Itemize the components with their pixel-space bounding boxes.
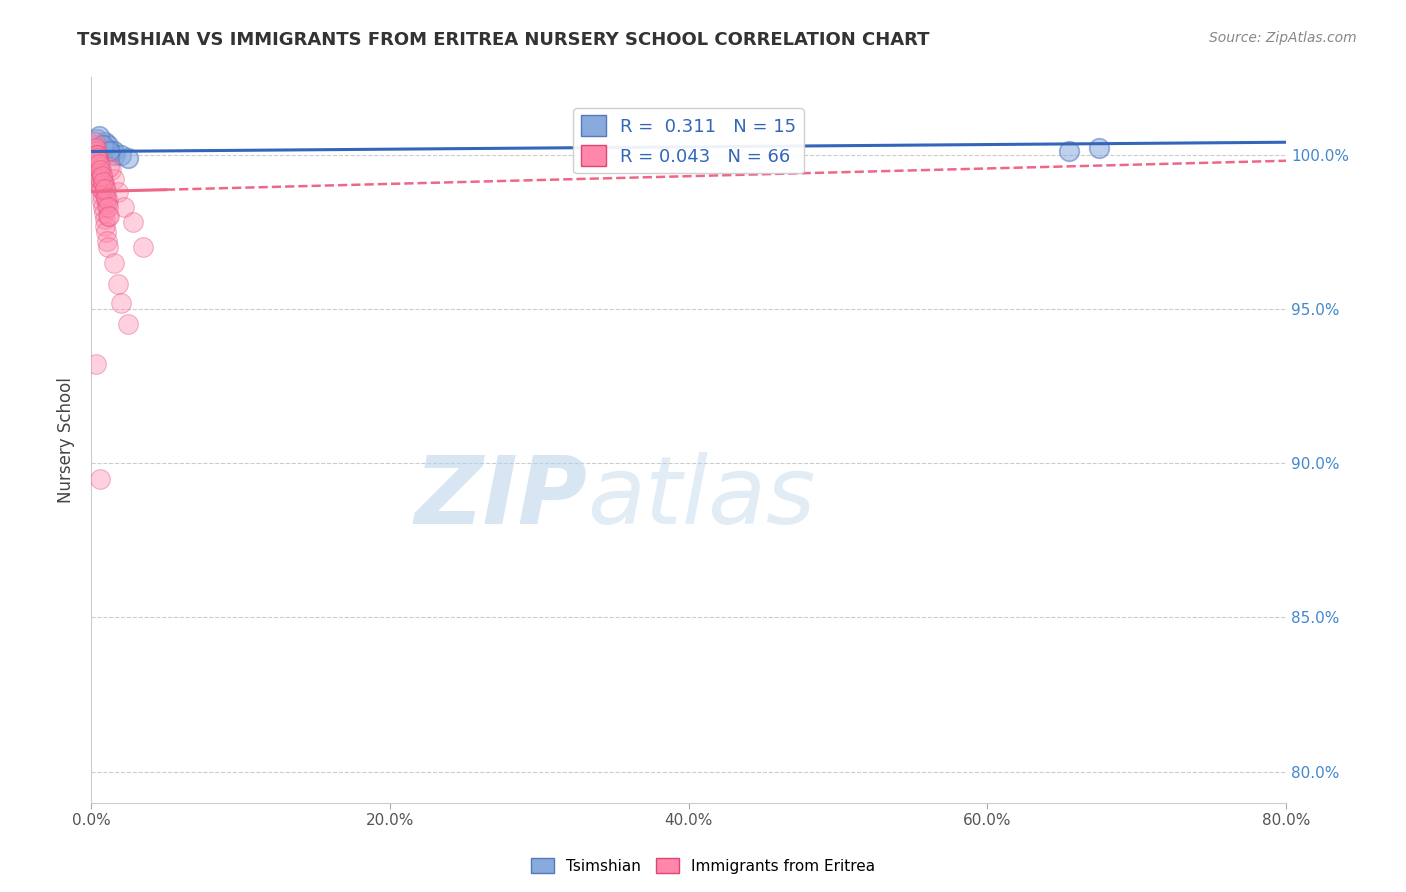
Point [91,169,114,184]
Point [97,138,120,153]
Point [90,169,112,184]
Point [87,129,110,144]
Point [87,157,110,171]
Point [103,255,125,269]
Point [84,147,107,161]
Point [90,166,112,180]
Point [87,163,110,178]
Point [94,225,117,239]
Point [89,178,111,193]
Point [87,169,110,184]
Point [94,141,117,155]
Point [87,153,110,168]
Point [1059,145,1081,159]
Point [103,172,125,186]
Point [93,212,115,227]
Point [83,145,105,159]
Point [94,191,117,205]
Point [91,138,114,153]
Point [83,138,105,153]
Point [86,151,108,165]
Point [104,147,127,161]
Point [93,178,115,193]
Point [90,181,112,195]
Legend: Tsimshian, Immigrants from Eritrea: Tsimshian, Immigrants from Eritrea [524,852,882,880]
Point [122,215,145,229]
Point [90,160,112,174]
Point [89,153,111,168]
Point [86,141,108,155]
Point [84,151,107,165]
Point [103,145,125,159]
Point [100,163,122,178]
Point [110,147,132,161]
Point [86,147,108,161]
Point [98,209,121,223]
Point [84,145,107,159]
Point [93,135,115,149]
Point [98,160,121,174]
Point [94,187,117,202]
Point [89,471,111,485]
Text: atlas: atlas [586,452,815,543]
Point [89,163,111,178]
Point [93,206,115,220]
Point [86,153,108,168]
Point [87,166,110,180]
Point [86,160,108,174]
Point [91,175,114,189]
Point [97,194,120,208]
Point [100,145,122,159]
Point [91,200,114,214]
Point [82,141,104,155]
Text: ZIP: ZIP [415,452,586,544]
Point [96,234,118,248]
Point [90,181,112,195]
Point [132,240,155,254]
Point [94,219,117,233]
Point [91,194,114,208]
Point [91,172,114,186]
Point [110,295,132,310]
Point [86,132,108,146]
Text: Source: ZipAtlas.com: Source: ZipAtlas.com [1209,31,1357,45]
Point [83,135,105,149]
Point [112,200,135,214]
Y-axis label: Nursery School: Nursery School [58,377,75,503]
Point [97,240,120,254]
Point [90,138,112,153]
Point [89,172,111,186]
Point [107,277,129,292]
Point [89,172,111,186]
Text: TSIMSHIAN VS IMMIGRANTS FROM ERITREA NURSERY SCHOOL CORRELATION CHART: TSIMSHIAN VS IMMIGRANTS FROM ERITREA NUR… [77,31,929,49]
Point [107,185,129,199]
Point [94,185,117,199]
Point [90,187,112,202]
Point [97,200,120,214]
Point [93,181,115,195]
Point [84,358,107,372]
Point [89,160,111,174]
Point [117,318,139,332]
Point [83,147,105,161]
Point [93,178,115,193]
Point [96,197,118,211]
Legend: R =  0.311   N = 15, R = 0.043   N = 66: R = 0.311 N = 15, R = 0.043 N = 66 [574,108,804,173]
Point [87,147,110,161]
Point [98,145,121,159]
Point [117,151,139,165]
Point [1088,141,1111,155]
Point [97,209,120,223]
